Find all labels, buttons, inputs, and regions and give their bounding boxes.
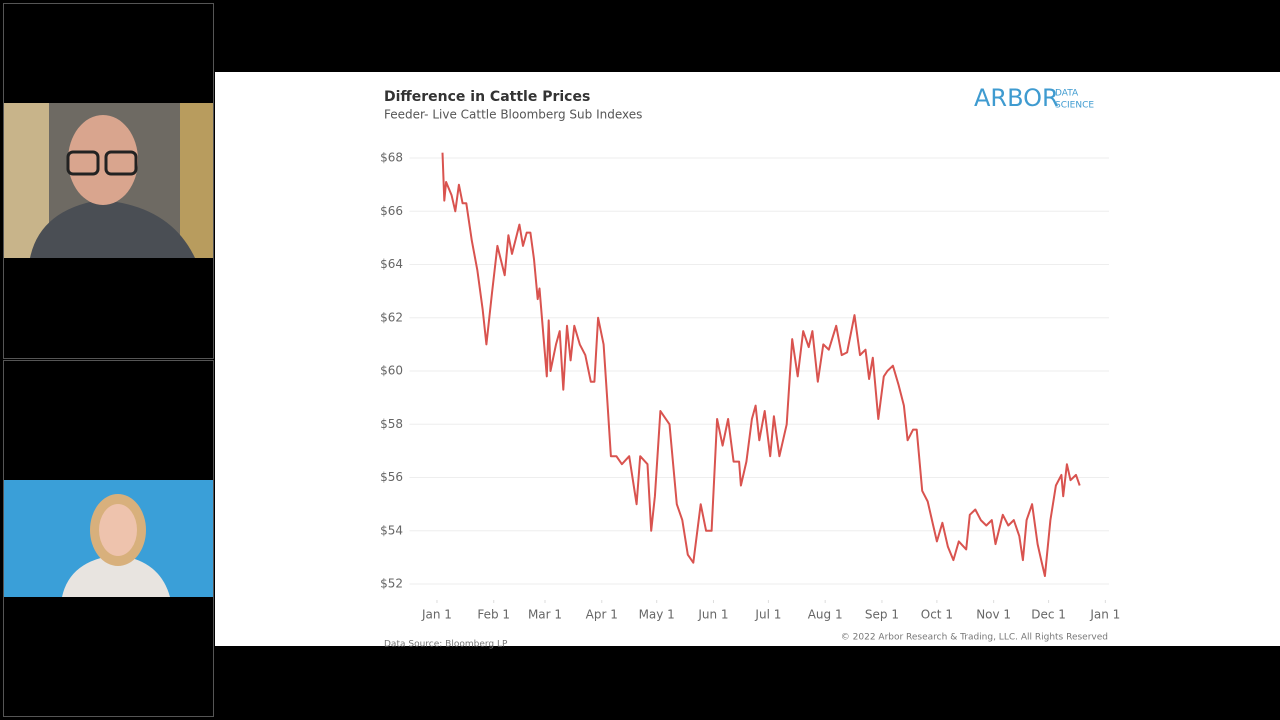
- x-tick-label: Jan 1: [1089, 608, 1120, 622]
- x-tick-label: Apr 1: [586, 608, 618, 622]
- x-tick-label: Mar 1: [528, 608, 562, 622]
- chart-title: Difference in Cattle Prices: [384, 89, 590, 105]
- y-tick-label: $68: [380, 151, 403, 165]
- slide: [215, 72, 1280, 646]
- video-tile: [4, 103, 213, 258]
- x-tick-label: Feb 1: [477, 608, 510, 622]
- person: [62, 555, 170, 597]
- video-tile: [4, 480, 213, 597]
- person: [68, 115, 138, 205]
- copyright: © 2022 Arbor Research & Trading, LLC. Al…: [841, 633, 1108, 643]
- logo: DATA: [1055, 89, 1079, 99]
- chart-subtitle: Feeder- Live Cattle Bloomberg Sub Indexe…: [384, 108, 642, 122]
- price-line: [441, 152, 1081, 577]
- tile-frame: [3, 360, 214, 717]
- y-tick-label: $66: [380, 204, 403, 218]
- y-tick-label: $60: [380, 364, 403, 378]
- y-tick-label: $64: [380, 257, 403, 271]
- x-tick-label: Jul 1: [754, 608, 781, 622]
- person: [30, 200, 195, 258]
- glasses: [104, 150, 138, 176]
- y-tick-label: $56: [380, 470, 403, 484]
- logo: ARBOR: [974, 84, 1059, 112]
- logo: SCIENCE: [1055, 101, 1094, 111]
- source: Data Source: Bloomberg LP: [384, 640, 508, 650]
- tile-frame: [3, 3, 214, 359]
- wall: [180, 103, 213, 258]
- x-tick-label: Nov 1: [976, 608, 1011, 622]
- x-tick-label: Oct 1: [921, 608, 953, 622]
- x-tick-label: Sep 1: [865, 608, 899, 622]
- y-tick-label: $62: [380, 310, 403, 324]
- y-tick-label: $54: [380, 523, 403, 537]
- x-tick-label: Dec 1: [1031, 608, 1066, 622]
- y-tick-label: $58: [380, 417, 403, 431]
- x-tick-label: May 1: [639, 608, 675, 622]
- x-tick-label: Jan 1: [421, 608, 452, 622]
- person: [99, 504, 137, 556]
- x-tick-label: Aug 1: [808, 608, 843, 622]
- glasses: [66, 150, 100, 176]
- y-tick-label: $52: [380, 577, 403, 591]
- x-tick-label: Jun 1: [697, 608, 728, 622]
